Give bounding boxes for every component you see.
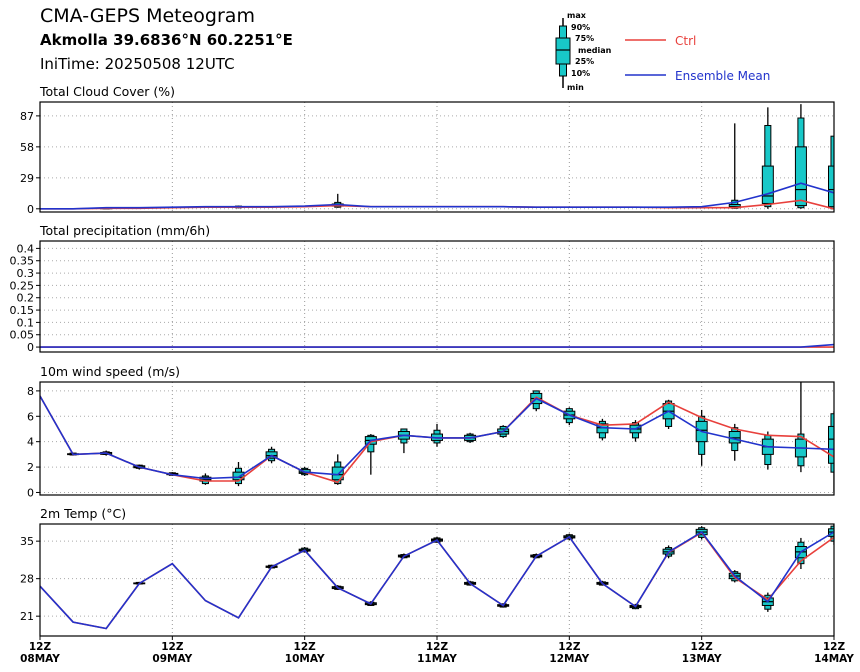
wind-box-iqr xyxy=(331,466,344,481)
cloud-box-iqr xyxy=(761,165,774,204)
precip-ytick-label: 0.1 xyxy=(17,316,35,329)
cloud-box-iqr xyxy=(794,146,807,207)
precip-ytick-label: 0.15 xyxy=(10,304,35,317)
temp-panel-title: 2m Temp (°C) xyxy=(40,506,126,521)
cloud-ytick-label: 58 xyxy=(20,141,34,154)
precip-ytick-label: 0 xyxy=(27,341,34,354)
legend-mean-label: Ensemble Mean xyxy=(675,69,770,83)
wind-mean-line xyxy=(40,395,834,480)
temp-ytick-label: 35 xyxy=(20,535,34,548)
precip-panel-title: Total precipitation (mm/6h) xyxy=(39,223,210,238)
precip-ytick-label: 0.3 xyxy=(17,267,35,280)
wind-box-iqr xyxy=(728,431,741,444)
wind-ytick-label: 0 xyxy=(27,486,34,499)
wind-box-iqr xyxy=(828,425,834,464)
legend-box-label: 75% xyxy=(575,34,594,43)
legend: max 90% 75% median 25% 10% min Ctrl Ensemble Mea… xyxy=(555,11,770,92)
xtick-date-label: 11MAY xyxy=(417,653,457,665)
wind-frame xyxy=(39,381,835,496)
precip-mean-line xyxy=(40,343,834,348)
temp-series-group xyxy=(40,524,834,630)
cloud-series-group xyxy=(40,104,834,210)
precip-ytick-label: 0.25 xyxy=(10,279,35,292)
legend-box-label: min xyxy=(567,83,584,92)
wind-ytick-label: 8 xyxy=(27,385,34,398)
temp-ytick-label: 21 xyxy=(20,610,34,623)
xtick-hour-label: 12Z xyxy=(691,641,714,653)
xtick-hour-label: 12Z xyxy=(161,641,184,653)
xtick-hour-label: 12Z xyxy=(426,641,449,653)
legend-box-label: max xyxy=(567,11,587,20)
wind-series-group xyxy=(40,382,834,493)
temp-ytick-label: 28 xyxy=(20,573,34,586)
wind-panel-title: 10m wind speed (m/s) xyxy=(40,364,180,379)
temp-mean-line xyxy=(40,530,834,630)
precip-panel: Total precipitation (mm/6h)00.050.10.150… xyxy=(10,223,835,354)
cloud-mean-line xyxy=(40,182,834,210)
wind-ytick-label: 4 xyxy=(27,436,34,449)
init-time-label: IniTime: 20250508 12UTC xyxy=(40,55,235,73)
legend-box-label: 25% xyxy=(575,57,594,66)
precip-series-group xyxy=(40,343,834,348)
location-label: Akmolla 39.6836°N 60.2251°E xyxy=(40,31,293,49)
cloud-ytick-label: 0 xyxy=(27,203,34,216)
wind-ytick-label: 6 xyxy=(27,410,34,423)
xtick-date-label: 10MAY xyxy=(285,653,325,665)
precip-ytick-label: 0.2 xyxy=(17,292,35,305)
xtick-hour-label: 12Z xyxy=(558,641,581,653)
cloud-ytick-label: 87 xyxy=(20,110,34,123)
cloud-panel: Total Cloud Cover (%) 0 29 58 87 xyxy=(20,84,835,216)
legend-box-label: 10% xyxy=(571,69,590,78)
cloud-panel-title: Total Cloud Cover (%) xyxy=(39,84,175,99)
legend-box-label: 90% xyxy=(571,23,590,32)
cloud-ytick-label: 29 xyxy=(20,172,34,185)
temp-panel: 2m Temp (°C) 21 28 35 xyxy=(20,506,835,637)
precip-ytick-label: 0.35 xyxy=(10,255,35,268)
chart-title: CMA-GEPS Meteogram xyxy=(40,5,255,27)
xtick-date-label: 08MAY xyxy=(20,653,60,665)
cloud-box-iqr xyxy=(828,165,834,208)
wind-panel: 10m wind speed (m/s) 0 2 4 6 8 xyxy=(27,364,835,499)
legend-ctrl-label: Ctrl xyxy=(675,34,696,48)
xtick-hour-label: 12Z xyxy=(29,641,52,653)
precip-ytick-label: 0.4 xyxy=(17,242,35,255)
precip-ytick-label: 0.05 xyxy=(10,329,35,342)
xtick-hour-label: 12Z xyxy=(294,641,317,653)
legend-box-iqr xyxy=(555,37,571,65)
cloud-frame xyxy=(39,101,835,213)
xtick-date-label: 13MAY xyxy=(682,653,722,665)
xtick-hour-label: 12Z xyxy=(823,641,846,653)
xtick-date-label: 09MAY xyxy=(152,653,192,665)
wind-ytick-label: 2 xyxy=(27,461,34,474)
legend-box-label: median xyxy=(578,46,612,55)
xtick-date-label: 14MAY xyxy=(814,653,854,665)
precip-frame xyxy=(39,240,835,353)
xtick-date-label: 12MAY xyxy=(549,653,589,665)
